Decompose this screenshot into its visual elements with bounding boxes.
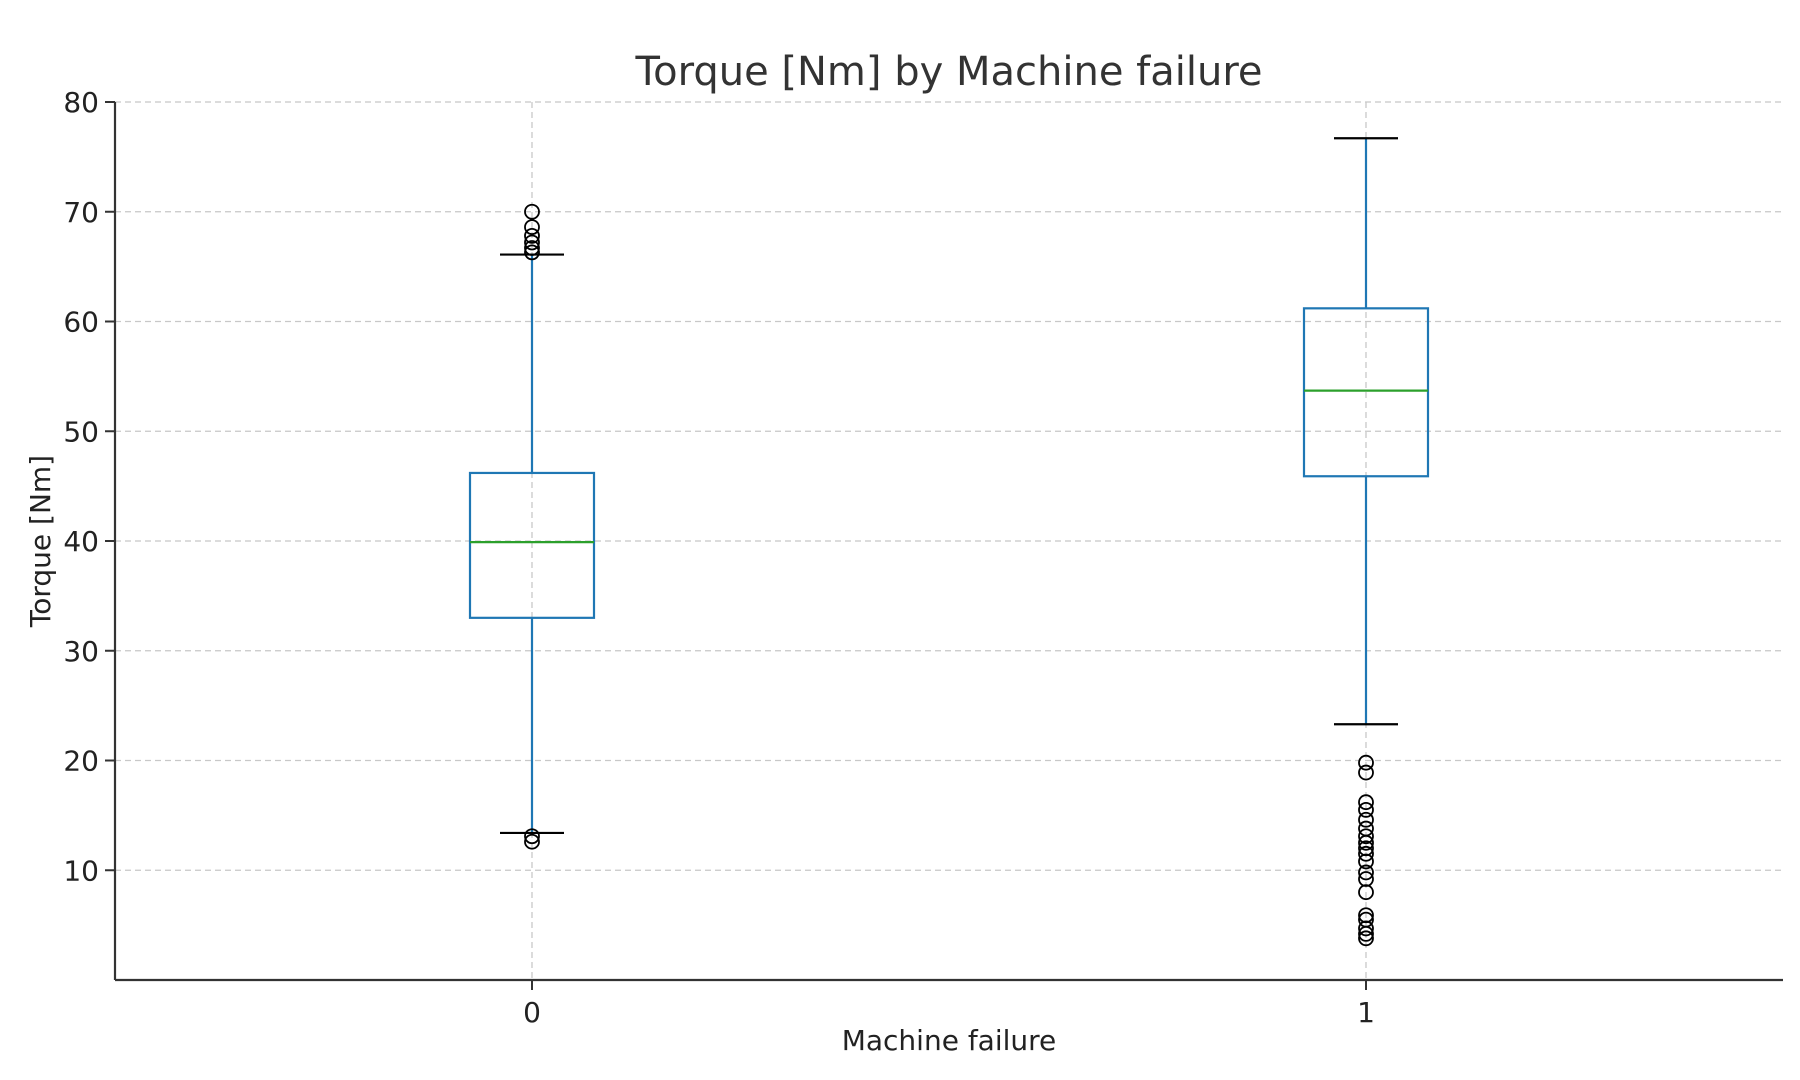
x-tick-label: 0 xyxy=(523,996,541,1029)
tick-labels: 10 20 30 40 50 60 70 80 0 1 xyxy=(63,86,1375,1029)
y-tick-label: 10 xyxy=(63,854,99,887)
x-axis-label: Machine failure xyxy=(842,1024,1057,1057)
outlier-point xyxy=(524,234,540,251)
outlier-point xyxy=(1358,794,1374,811)
outlier-point xyxy=(1358,801,1374,818)
outlier-point xyxy=(1358,820,1374,837)
iqr-box xyxy=(1302,307,1430,478)
box-group-1 xyxy=(1302,137,1430,947)
outlier-point xyxy=(1358,811,1374,828)
x-tick-label: 1 xyxy=(1357,996,1375,1029)
y-tick-label: 50 xyxy=(63,415,99,448)
y-tick-label: 20 xyxy=(63,745,99,778)
box-group-0 xyxy=(468,203,596,850)
outlier-point xyxy=(1358,840,1374,857)
outlier-point xyxy=(524,828,540,845)
outlier-point xyxy=(1358,845,1374,862)
outlier-point xyxy=(1358,911,1374,928)
grid xyxy=(115,101,1783,980)
outlier-point xyxy=(1358,930,1374,947)
outlier-point xyxy=(1358,754,1374,771)
outlier-point xyxy=(524,833,540,850)
y-tick-label: 70 xyxy=(63,196,99,229)
y-axis-label: Torque [Nm] xyxy=(24,455,57,628)
y-tick-label: 60 xyxy=(63,306,99,339)
outlier-point xyxy=(1358,764,1374,781)
y-tick-label: 80 xyxy=(63,86,99,119)
outlier-point xyxy=(524,219,540,236)
outlier-point xyxy=(524,203,540,220)
boxes xyxy=(468,137,1430,947)
chart-title: Torque [Nm] by Machine failure xyxy=(634,49,1262,95)
iqr-box xyxy=(468,471,596,619)
outlier-point xyxy=(1358,828,1374,845)
outlier-point xyxy=(524,227,540,244)
outlier-point xyxy=(1358,871,1374,887)
y-tick-label: 40 xyxy=(63,525,99,558)
outlier-point xyxy=(1358,907,1374,924)
outlier-point xyxy=(524,244,540,261)
outlier-point xyxy=(524,240,540,256)
y-tick-label: 30 xyxy=(63,635,99,668)
outlier-point xyxy=(1358,864,1374,881)
